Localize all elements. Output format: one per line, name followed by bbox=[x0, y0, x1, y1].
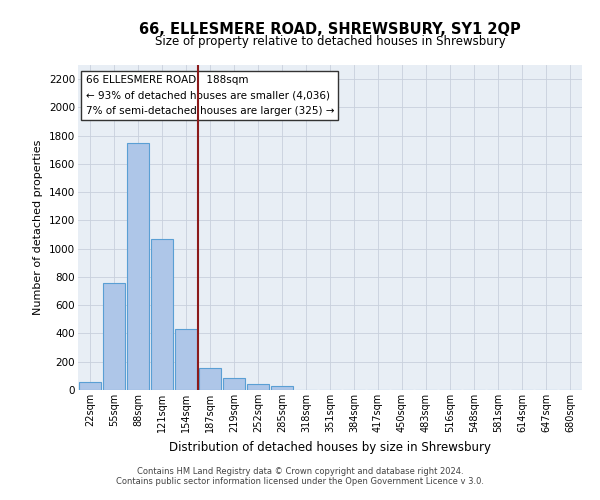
Bar bbox=[79, 382, 101, 390]
Bar bbox=[175, 329, 197, 390]
Text: 66 ELLESMERE ROAD:  188sqm
← 93% of detached houses are smaller (4,036)
7% of se: 66 ELLESMERE ROAD: 188sqm ← 93% of detac… bbox=[86, 74, 334, 116]
Text: Size of property relative to detached houses in Shrewsbury: Size of property relative to detached ho… bbox=[155, 35, 505, 48]
Bar bbox=[151, 239, 173, 390]
Bar bbox=[103, 282, 125, 390]
Y-axis label: Number of detached properties: Number of detached properties bbox=[34, 140, 43, 315]
Bar bbox=[223, 378, 245, 390]
Bar bbox=[247, 384, 269, 390]
Bar bbox=[199, 368, 221, 390]
X-axis label: Distribution of detached houses by size in Shrewsbury: Distribution of detached houses by size … bbox=[169, 440, 491, 454]
Text: 66, ELLESMERE ROAD, SHREWSBURY, SY1 2QP: 66, ELLESMERE ROAD, SHREWSBURY, SY1 2QP bbox=[139, 22, 521, 38]
Bar bbox=[271, 386, 293, 390]
Bar bbox=[127, 142, 149, 390]
Text: Contains public sector information licensed under the Open Government Licence v : Contains public sector information licen… bbox=[116, 477, 484, 486]
Text: Contains HM Land Registry data © Crown copyright and database right 2024.: Contains HM Land Registry data © Crown c… bbox=[137, 467, 463, 476]
